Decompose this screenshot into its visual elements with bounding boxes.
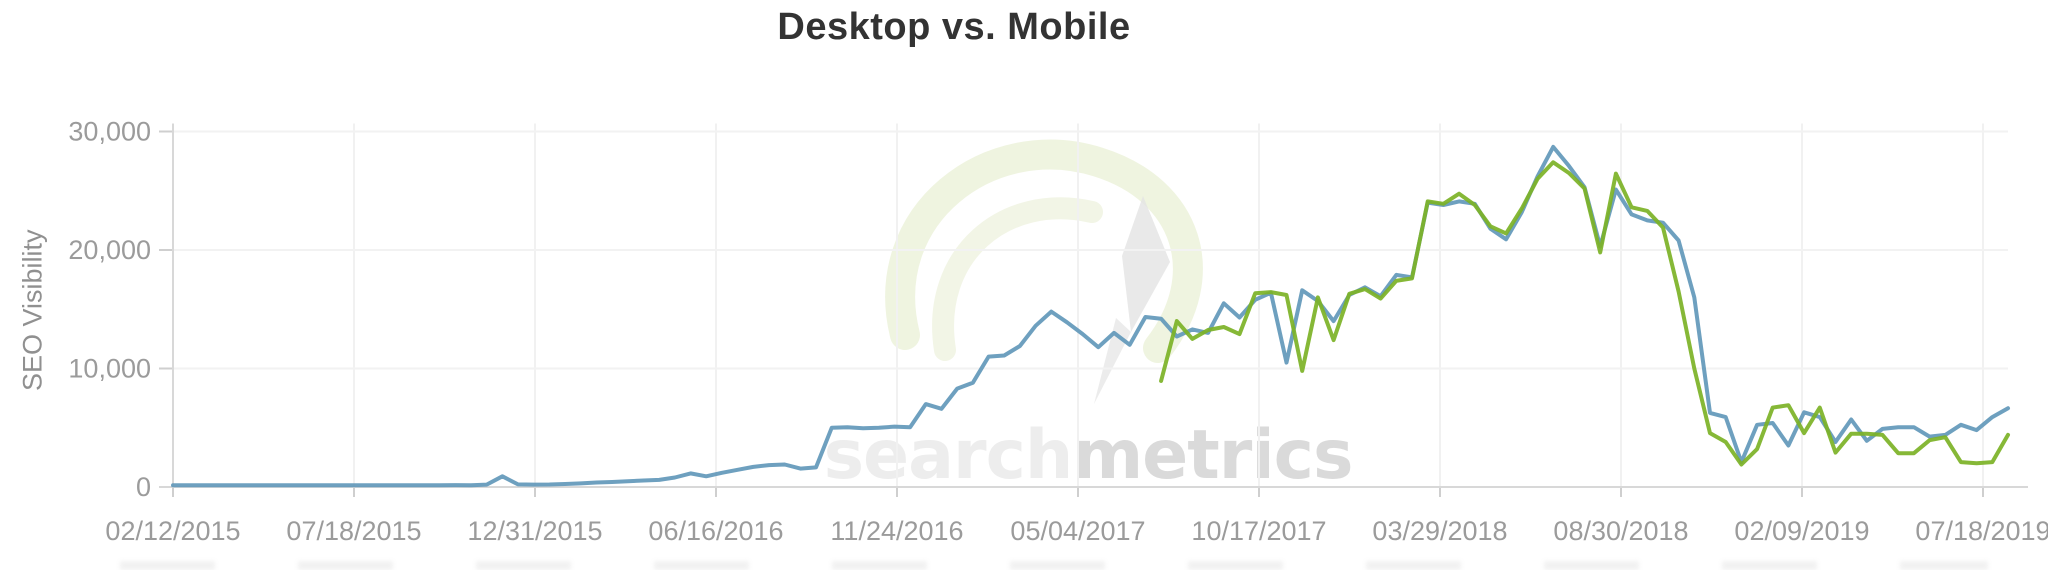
x-tick-label: 12/31/2015 xyxy=(467,516,602,546)
watermark-swoosh-outer xyxy=(885,139,1203,363)
watermark-needle-tail-icon xyxy=(1094,318,1131,404)
x-tick-label: 07/18/2019 xyxy=(1915,516,2048,546)
watermark-swoosh-inner xyxy=(932,197,1103,361)
chart-title: Desktop vs. Mobile xyxy=(777,6,1131,48)
mobile-series-line xyxy=(1159,160,2010,467)
x-tick-label: 02/09/2019 xyxy=(1734,516,1869,546)
y-tick-label: 0 xyxy=(136,472,151,502)
watermark-needle-icon xyxy=(1122,196,1170,332)
searchmetrics-watermark: searchmetrics xyxy=(824,139,1353,495)
y-tick-label: 20,000 xyxy=(68,235,151,265)
x-tick-label: 06/16/2016 xyxy=(648,516,783,546)
x-tick-label: 08/30/2018 xyxy=(1553,516,1688,546)
x-tick-label: 07/18/2015 xyxy=(286,516,421,546)
x-tick-label: 02/12/2015 xyxy=(105,516,240,546)
x-tick-label: 03/29/2018 xyxy=(1372,516,1507,546)
x-tick-label: 11/24/2016 xyxy=(830,516,963,546)
y-tick-label: 30,000 xyxy=(68,117,151,147)
desktop-series-line xyxy=(171,144,2010,488)
x-tick-label: 10/17/2017 xyxy=(1191,516,1326,546)
cropped-content-shadow xyxy=(120,561,1988,570)
y-tick-label: 10,000 xyxy=(68,354,151,384)
x-tick-label: 05/04/2017 xyxy=(1010,516,1145,546)
